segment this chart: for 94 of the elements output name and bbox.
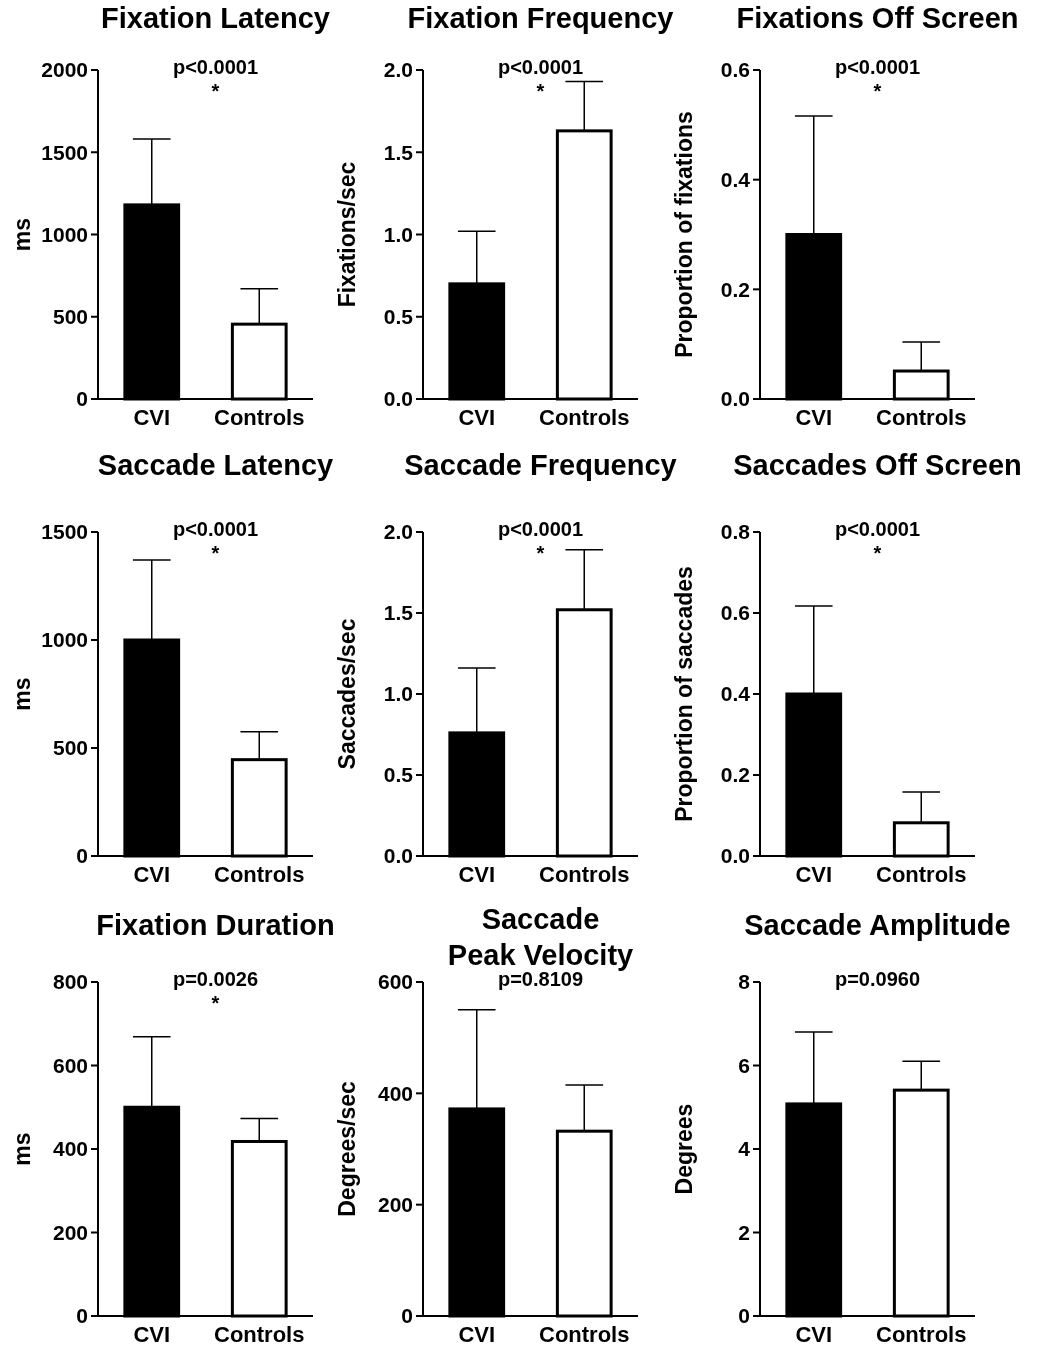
y-tick-label: 500 — [52, 736, 88, 760]
y-tick-label: 0.8 — [720, 520, 751, 544]
y-tick-label: 0 — [76, 844, 88, 868]
y-tick-label: 600 — [377, 970, 413, 994]
y-tick-label: 1.5 — [383, 601, 414, 625]
y-tick-label: 4 — [738, 1137, 751, 1161]
x-tick-label: Controls — [876, 1322, 967, 1347]
annotation: p<0.0001 — [172, 56, 259, 78]
y-tick-label: 0 — [76, 1304, 88, 1328]
x-tick-label: CVI — [133, 405, 171, 430]
y-tick-label: 0.0 — [720, 844, 750, 868]
chart-title: Saccade Frequency — [404, 449, 677, 481]
y-tick-label: 400 — [52, 1137, 88, 1161]
chart-title: Saccade Peak Velocity — [447, 903, 634, 971]
y-tick-label: 1.5 — [383, 140, 414, 164]
x-tick-label: Controls — [876, 862, 967, 887]
chart-title: Saccades Off Screen — [733, 449, 1022, 481]
y-tick-label: 2000 — [41, 58, 88, 82]
annotation: * — [211, 992, 220, 1014]
annotation: * — [536, 542, 545, 564]
y-axis-title: Fixations/sec — [334, 161, 360, 308]
y-tick-label: 2.0 — [383, 520, 413, 544]
y-tick-label: 0.5 — [383, 305, 414, 329]
chart-title: Fixation Duration — [96, 909, 335, 941]
y-tick-label: 1.0 — [383, 682, 413, 706]
y-tick-label: 0.0 — [383, 844, 413, 868]
annotation: p<0.0001 — [834, 56, 921, 78]
y-tick-label: 0.6 — [720, 58, 750, 82]
y-tick-label: 0.0 — [383, 387, 413, 411]
y-tick-label: 8 — [738, 970, 751, 994]
annotation: p=0.0026 — [172, 968, 259, 990]
y-tick-label: 0.5 — [383, 763, 414, 787]
y-tick-label: 200 — [377, 1193, 413, 1217]
y-tick-label: 400 — [377, 1081, 413, 1105]
y-tick-label: 600 — [52, 1053, 88, 1077]
x-tick-label: CVI — [133, 1322, 171, 1347]
y-axis-title: Saccades/sec — [334, 618, 360, 770]
annotation: p<0.0001 — [497, 56, 584, 78]
x-tick-label: Controls — [876, 405, 967, 430]
y-tick-label: 0.6 — [720, 601, 750, 625]
chart-title: Fixation Frequency — [407, 2, 674, 34]
y-axis-title: Proportion of saccades — [671, 566, 697, 822]
x-tick-label: CVI — [458, 1322, 496, 1347]
y-axis-title: Degrees/sec — [334, 1081, 360, 1217]
x-tick-label: CVI — [795, 405, 833, 430]
y-tick-label: 0 — [401, 1304, 413, 1328]
y-tick-label: 6 — [738, 1053, 750, 1077]
annotation: * — [536, 80, 545, 102]
annotation: * — [873, 542, 882, 564]
y-tick-label: 1000 — [41, 628, 88, 652]
chart-title: Saccade Latency — [97, 449, 334, 481]
y-tick-label: 1500 — [41, 140, 88, 164]
annotation: p<0.0001 — [497, 518, 584, 540]
x-tick-label: CVI — [795, 862, 833, 887]
y-axis-title: Degrees — [671, 1103, 697, 1195]
y-tick-label: 0.2 — [720, 763, 750, 787]
x-tick-label: CVI — [458, 405, 496, 430]
x-tick-label: Controls — [539, 862, 630, 887]
x-tick-label: Controls — [214, 862, 305, 887]
annotation: p<0.0001 — [172, 518, 259, 540]
chart-title: Fixations Off Screen — [736, 2, 1019, 34]
y-tick-label: 800 — [52, 970, 88, 994]
chart-title: Fixation Latency — [101, 2, 330, 34]
annotation: * — [211, 80, 220, 102]
y-axis-title: ms — [9, 677, 35, 711]
chart-title: Saccade Amplitude — [744, 909, 1011, 941]
x-tick-label: Controls — [539, 405, 630, 430]
y-tick-label: 0.4 — [720, 682, 751, 706]
y-tick-label: 1000 — [41, 222, 88, 246]
annotation: * — [873, 80, 882, 102]
x-tick-label: CVI — [458, 862, 496, 887]
x-tick-label: Controls — [539, 1322, 630, 1347]
y-tick-label: 1.0 — [383, 222, 413, 246]
annotation: p<0.0001 — [834, 518, 921, 540]
y-axis-title: ms — [9, 1132, 35, 1166]
x-tick-label: CVI — [133, 862, 171, 887]
y-tick-label: 500 — [52, 305, 88, 329]
y-tick-label: 0.4 — [720, 168, 751, 192]
x-tick-label: CVI — [795, 1322, 833, 1347]
annotation: p=0.8109 — [497, 968, 584, 990]
x-tick-label: Controls — [214, 1322, 305, 1347]
y-axis-title: Proportion of fixations — [671, 111, 697, 358]
y-tick-label: 0.2 — [720, 277, 750, 301]
annotation: p=0.0960 — [834, 968, 921, 990]
x-tick-label: Controls — [214, 405, 305, 430]
y-tick-label: 1500 — [41, 520, 88, 544]
y-tick-label: 0 — [738, 1304, 750, 1328]
annotation: * — [211, 542, 220, 564]
y-axis-title: ms — [9, 217, 35, 252]
y-tick-label: 2.0 — [383, 58, 413, 82]
y-tick-label: 2 — [738, 1220, 750, 1244]
y-tick-label: 0 — [76, 387, 88, 411]
y-tick-label: 0.0 — [720, 387, 750, 411]
y-tick-label: 200 — [52, 1220, 88, 1244]
